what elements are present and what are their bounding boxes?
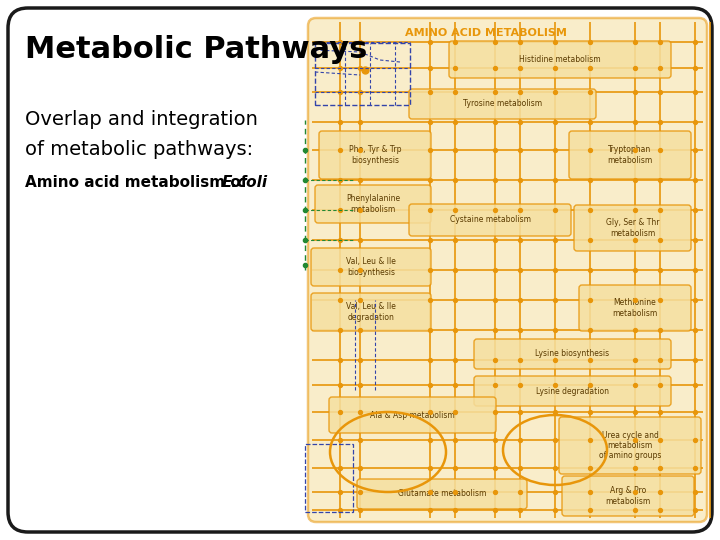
FancyBboxPatch shape <box>357 479 527 509</box>
Text: Gly, Ser & Thr
metabolism: Gly, Ser & Thr metabolism <box>606 218 660 238</box>
Text: Amino acid metabolism of: Amino acid metabolism of <box>25 175 253 190</box>
Text: Phe, Tyr & Trp
biosynthesis: Phe, Tyr & Trp biosynthesis <box>348 145 401 165</box>
Text: Glutamate metabolism: Glutamate metabolism <box>398 489 486 498</box>
Text: AMINO ACID METABOLISM: AMINO ACID METABOLISM <box>405 28 567 38</box>
Text: Histidine metabolism: Histidine metabolism <box>519 55 600 64</box>
Text: Arg & Pro
metabolism: Arg & Pro metabolism <box>606 487 651 505</box>
FancyBboxPatch shape <box>579 285 691 331</box>
FancyBboxPatch shape <box>449 41 671 78</box>
Text: Cystaine metabolism: Cystaine metabolism <box>449 215 531 225</box>
FancyBboxPatch shape <box>569 131 691 179</box>
FancyBboxPatch shape <box>329 397 496 433</box>
Text: Overlap and integration: Overlap and integration <box>25 110 258 129</box>
FancyBboxPatch shape <box>474 339 671 369</box>
FancyBboxPatch shape <box>409 89 596 119</box>
FancyBboxPatch shape <box>319 131 431 179</box>
FancyBboxPatch shape <box>308 18 707 522</box>
Text: Metabolic Pathways: Metabolic Pathways <box>25 35 367 64</box>
Text: Phenylalanine
metabolism: Phenylalanine metabolism <box>346 194 400 214</box>
Text: of metabolic pathways:: of metabolic pathways: <box>25 140 253 159</box>
Text: Val, Leu & Ile
biosynthesis: Val, Leu & Ile biosynthesis <box>346 257 396 276</box>
FancyBboxPatch shape <box>8 8 712 532</box>
FancyBboxPatch shape <box>562 476 694 516</box>
Bar <box>315 43 410 105</box>
Text: Tyrosine metabolism: Tyrosine metabolism <box>463 99 542 109</box>
FancyBboxPatch shape <box>409 204 571 236</box>
FancyBboxPatch shape <box>474 376 671 406</box>
Text: Methionine
metabolism: Methionine metabolism <box>613 298 657 318</box>
FancyBboxPatch shape <box>559 417 701 474</box>
Text: Lysine degradation: Lysine degradation <box>536 387 609 395</box>
Text: Urea cycle and
metabolism
of amino groups: Urea cycle and metabolism of amino group… <box>599 430 661 461</box>
Text: Val, Leu & Ile
degradation: Val, Leu & Ile degradation <box>346 302 396 322</box>
FancyBboxPatch shape <box>311 248 431 286</box>
Text: Tryptophan
metabolism: Tryptophan metabolism <box>608 145 652 165</box>
FancyBboxPatch shape <box>574 205 691 251</box>
Text: E.coli: E.coli <box>222 175 268 190</box>
Text: Ala & Asp metabolism: Ala & Asp metabolism <box>370 410 455 420</box>
FancyBboxPatch shape <box>311 293 431 331</box>
FancyBboxPatch shape <box>315 185 431 223</box>
Text: Lysine biosynthesis: Lysine biosynthesis <box>536 349 610 359</box>
Bar <box>305 444 353 512</box>
